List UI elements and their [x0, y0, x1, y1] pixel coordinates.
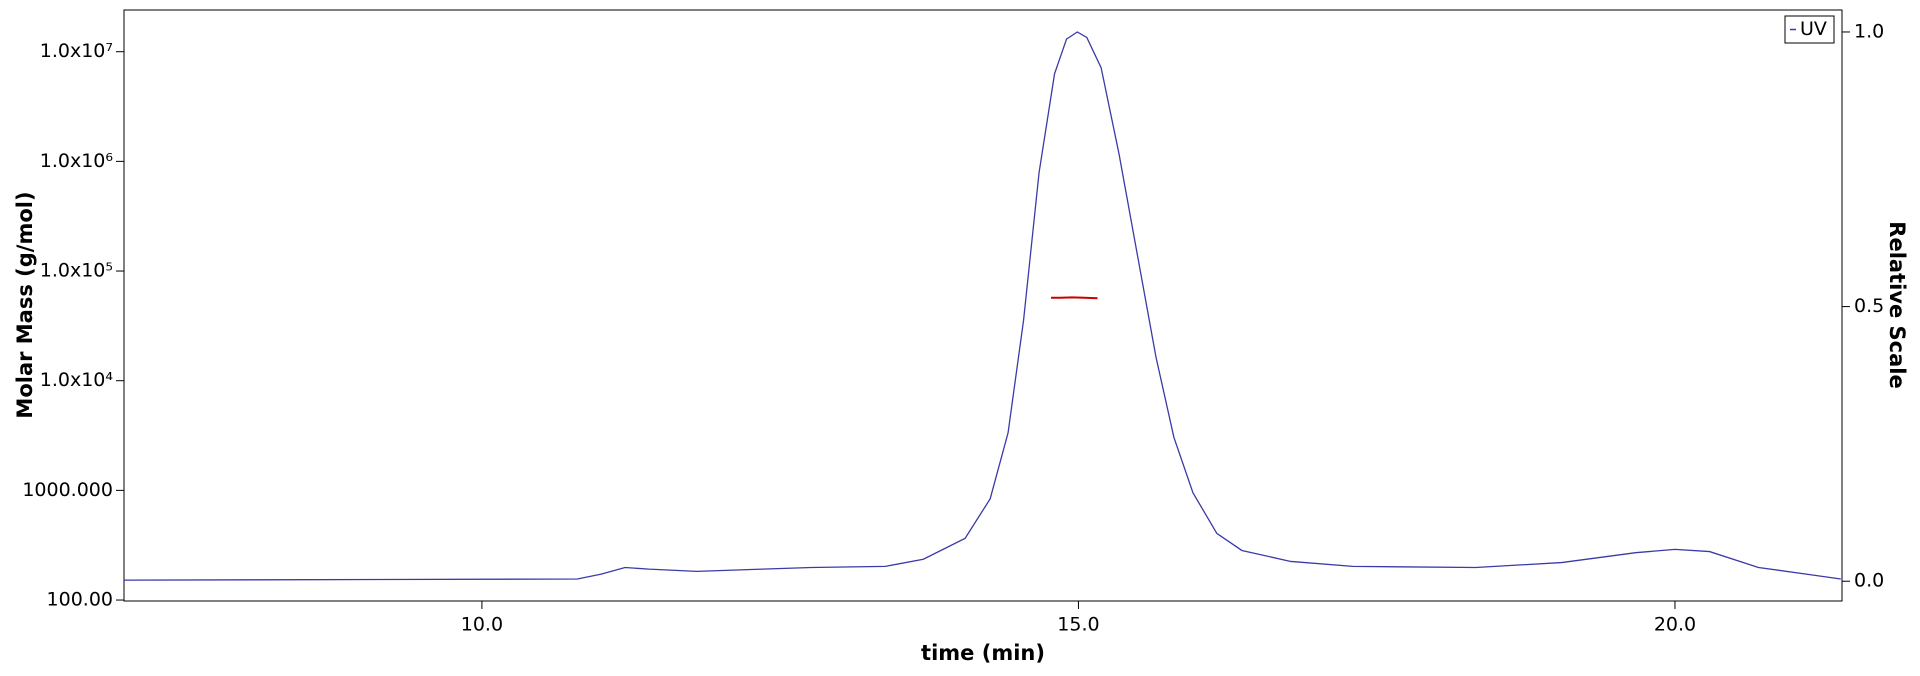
y-axis-title: Molar Mass (g/mol) — [13, 191, 37, 418]
series-line — [123, 31, 1841, 581]
y-tick-label: 1.0x10⁴ — [40, 369, 114, 391]
series-line — [1051, 296, 1098, 300]
x-tick-label: 15.0 — [1057, 614, 1099, 636]
y2-tick-label: 0.5 — [1854, 295, 1884, 317]
x-tick-label: 20.0 — [1654, 614, 1696, 636]
x-tick-label: 10.0 — [461, 614, 503, 636]
y2-tick-label: 0.0 — [1854, 570, 1884, 592]
y-tick-label: 1.0x10⁶ — [40, 150, 113, 172]
x-axis-title: time (min) — [921, 641, 1045, 665]
y2-axis-title: Relative Scale — [1885, 221, 1909, 388]
y-tick-label: 100.00 — [47, 589, 113, 611]
y2-tick-label: 1.0 — [1854, 20, 1884, 42]
y-tick-label: 1.0x10⁵ — [40, 260, 113, 282]
legend-label: UV — [1800, 18, 1827, 40]
plot-frame — [123, 9, 1843, 602]
y-tick-label: 1.0x10⁷ — [40, 40, 113, 62]
y-tick-label: 1000.000 — [22, 479, 113, 501]
